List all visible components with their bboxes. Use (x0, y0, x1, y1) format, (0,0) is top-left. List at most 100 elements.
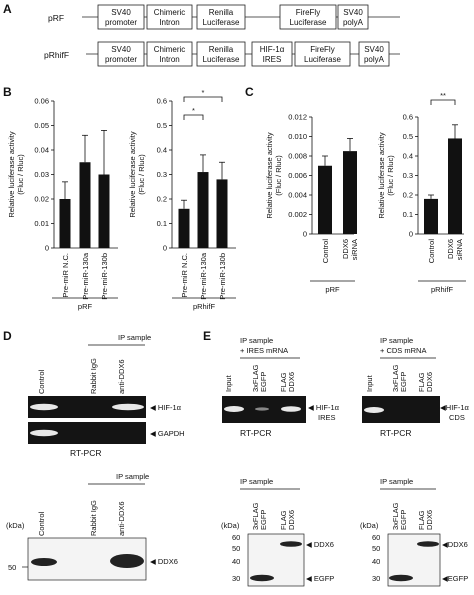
e-left-lane-ddx6: DDX6 (287, 372, 296, 392)
prf-polya-box (337, 4, 369, 30)
e-lwb-label-ddx6-text: DDX6 (314, 540, 334, 549)
e-right-lane-flag: FLAG (417, 372, 426, 392)
d-gel1-label: ◀ HIF-1α (150, 403, 182, 412)
y-tick-label: 0.03 (34, 170, 49, 179)
d-blot-band-ddx6 (110, 554, 144, 568)
e-rwb-lane-ddx6: DDX6 (425, 510, 434, 530)
y-tick-label: 0 (409, 230, 413, 239)
y-tick-label: 0.06 (34, 97, 49, 106)
y-tick-label: 0 (45, 244, 49, 253)
y-tick-label: 0.02 (34, 195, 49, 204)
construct-prhiff-name: pRhifF (44, 50, 69, 60)
prf-el3-line2: Luciferase (203, 18, 240, 27)
y-tick-label: 0.6 (403, 113, 413, 122)
y-axis-label: Relative luciferase activity(Fluc / Rluc… (377, 132, 395, 219)
group-label: pRF (78, 302, 93, 311)
construct-prf-elements: SV40 promoter Chimeric Intron Renilla Lu… (97, 4, 369, 30)
prhiff-el5-line1: FireFly (310, 45, 334, 54)
prf-el2-line2: Intron (159, 18, 179, 27)
panel-a-label: A (3, 2, 12, 16)
y-tick-label: 0.3 (403, 171, 413, 180)
panel-e-label: E (203, 329, 211, 343)
bar (216, 179, 228, 248)
e-lwb-lane-flag: FLAG (279, 510, 288, 530)
prhiff-firefly-box (294, 41, 351, 67)
d-wb-lane-anti-ddx6: anti-DDX6 (117, 501, 126, 536)
e-rwb-m60: 60 (372, 533, 380, 542)
e-left-method: RT-PCR (240, 428, 272, 438)
panel-a: A pRF SV40 promoter Chimeric Intron Reni… (3, 2, 400, 67)
y-axis-label-line2: (Fluc / Rluc) (386, 155, 395, 196)
d-gel-hif1a (28, 396, 146, 418)
d-gel1-band-control (30, 403, 58, 411)
significance-bracket (183, 96, 223, 102)
prf-el5-line1: SV40 (343, 8, 363, 17)
d-lane-anti-ddx6: anti-DDX6 (117, 359, 126, 394)
d-kda-label: (kDa) (6, 521, 25, 530)
e-left-band-egfp (255, 407, 269, 411)
e-left-band-input (224, 406, 244, 412)
y-tick-label: 0.01 (34, 219, 49, 228)
prhiff-el2-line2: Intron (159, 55, 179, 64)
e-left-header-1: IP sample (240, 336, 273, 345)
x-category-label: Control (321, 239, 330, 264)
d-lane-rabbit-igg: Rabbit IgG (89, 358, 98, 394)
y-axis-label-line2: (Fluc / Rluc) (274, 155, 283, 196)
e-right-method: RT-PCR (380, 428, 412, 438)
e-left-lane-flag: FLAG (279, 372, 288, 392)
prhiff-sv40-promoter-box (97, 41, 145, 67)
e-right-band-label: ◀HIF-1α (440, 403, 470, 412)
d-wb-lane-rabbit-igg: Rabbit IgG (89, 500, 98, 536)
y-tick-label: 0.05 (34, 121, 49, 130)
prhiff-el2-line1: Chimeric (154, 45, 186, 54)
y-tick-label: 0.004 (288, 191, 307, 200)
e-right-band-input (364, 407, 384, 413)
e-right-lane-3xflag: 3xFLAG (391, 364, 400, 392)
e-rwb-lane-egfp: EGFP (399, 510, 408, 530)
prhiff-el5-line2: Luciferase (304, 55, 341, 64)
significance-marker: * (202, 88, 205, 97)
y-tick-label: 0.6 (157, 97, 167, 106)
chart-c-prhiff: 0 0.1 0.2 0.3 0.4 0.5 0.6 Relative luciferase a… (377, 91, 466, 294)
bar (98, 174, 110, 248)
significance-bracket (430, 99, 456, 105)
y-tick-label: 0.5 (157, 121, 167, 130)
e-left-band-label-1: HIF-1α (316, 403, 340, 412)
y-axis-label-line1: Relative luciferase activity (128, 131, 137, 218)
e-right-lane-egfp: EGFP (399, 372, 408, 392)
group-label: pRF (325, 285, 340, 294)
e-lwb-m50: 50 (232, 544, 240, 553)
y-tick-label: 0.4 (403, 152, 413, 161)
prhiff-el6-line2: polyA (364, 55, 385, 64)
y-axis-label-line1: Relative luciferase activity (7, 131, 16, 218)
y-tick-label: 0.1 (403, 210, 413, 219)
y-tick-label: 0.002 (288, 210, 307, 219)
y-tick-label: 0.2 (157, 195, 167, 204)
e-rwb-ip: IP sample (380, 477, 413, 486)
y-tick-label: 0.4 (157, 146, 167, 155)
group-label: pRhifF (193, 302, 216, 311)
prf-el3-line1: Renilla (209, 8, 234, 17)
prhiff-el4-line1: HIF-1α (260, 45, 285, 54)
prhiff-el4-line2: IRES (263, 55, 282, 64)
e-lwb-lane-ddx6: DDX6 (287, 510, 296, 530)
prf-el1-line1: SV40 (111, 8, 131, 17)
e-left-header-2: + IRES mRNA (240, 346, 288, 355)
bar (318, 165, 332, 234)
e-rwb-label-ddx6-text: DDX6 (448, 540, 468, 549)
x-category-label: DDX6siRNA (446, 239, 464, 260)
y-tick-label: 0.5 (403, 132, 413, 141)
e-lwb-label-egfp: ◀ EGFP (306, 574, 334, 583)
e-rwb-m30: 30 (372, 574, 380, 583)
y-tick-label: 0.008 (288, 152, 307, 161)
y-axis-label: Relative luciferase activity(Fluc / Rluc… (265, 132, 283, 219)
d-gel2-label-text: GAPDH (158, 429, 185, 438)
y-axis-label-line2: (Fluc / Rluc) (137, 154, 146, 195)
e-rwb-m50: 50 (372, 544, 380, 553)
e-lwb-ip: IP sample (240, 477, 273, 486)
y-tick-label: 0.3 (157, 170, 167, 179)
e-rwb-lane-flag: FLAG (417, 510, 426, 530)
significance-bracket (183, 114, 204, 120)
prhiff-intron-box (146, 41, 193, 67)
